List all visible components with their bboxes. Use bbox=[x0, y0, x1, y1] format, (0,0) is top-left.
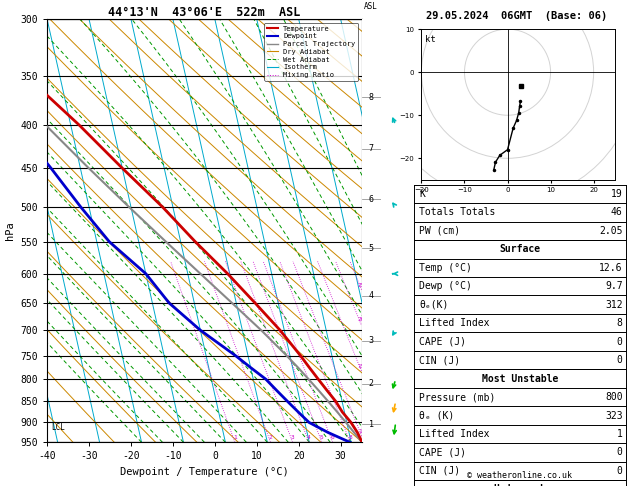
Text: 7: 7 bbox=[369, 144, 374, 154]
Text: Pressure (mb): Pressure (mb) bbox=[419, 392, 495, 402]
Text: 5: 5 bbox=[320, 435, 324, 440]
Legend: Temperature, Dewpoint, Parcel Trajectory, Dry Adiabat, Wet Adiabat, Isotherm, Mi: Temperature, Dewpoint, Parcel Trajectory… bbox=[264, 23, 358, 81]
Text: 4: 4 bbox=[307, 435, 311, 440]
Y-axis label: hPa: hPa bbox=[5, 222, 15, 240]
Text: 6: 6 bbox=[331, 435, 335, 440]
Text: 3: 3 bbox=[369, 336, 374, 345]
Text: Hodograph: Hodograph bbox=[493, 485, 547, 486]
Text: K: K bbox=[419, 189, 425, 199]
Text: 2: 2 bbox=[269, 435, 272, 440]
Text: 800: 800 bbox=[605, 392, 623, 402]
Text: kt: kt bbox=[425, 35, 436, 44]
Text: 20: 20 bbox=[357, 317, 365, 322]
Text: 323: 323 bbox=[605, 411, 623, 420]
Text: 25: 25 bbox=[358, 282, 365, 288]
Text: 29.05.2024  06GMT  (Base: 06): 29.05.2024 06GMT (Base: 06) bbox=[426, 11, 608, 21]
Text: LCL: LCL bbox=[52, 423, 65, 432]
Text: 8: 8 bbox=[369, 93, 374, 102]
Text: 0: 0 bbox=[617, 355, 623, 365]
Text: 9.7: 9.7 bbox=[605, 281, 623, 291]
X-axis label: Dewpoint / Temperature (°C): Dewpoint / Temperature (°C) bbox=[120, 467, 289, 477]
Text: 2.05: 2.05 bbox=[599, 226, 623, 236]
Text: Surface: Surface bbox=[499, 244, 540, 254]
Text: PW (cm): PW (cm) bbox=[419, 226, 460, 236]
Text: Lifted Index: Lifted Index bbox=[419, 318, 489, 328]
Text: CAPE (J): CAPE (J) bbox=[419, 448, 466, 457]
Text: © weatheronline.co.uk: © weatheronline.co.uk bbox=[467, 471, 572, 480]
Text: 2: 2 bbox=[369, 379, 374, 388]
Text: 10: 10 bbox=[358, 429, 365, 434]
Text: θₑ (K): θₑ (K) bbox=[419, 411, 454, 420]
Text: 3: 3 bbox=[291, 435, 294, 440]
Text: 46: 46 bbox=[611, 208, 623, 217]
Text: CIN (J): CIN (J) bbox=[419, 466, 460, 476]
Text: Dewp (°C): Dewp (°C) bbox=[419, 281, 472, 291]
Text: Most Unstable: Most Unstable bbox=[482, 374, 558, 383]
Text: 1: 1 bbox=[369, 420, 374, 429]
Text: Lifted Index: Lifted Index bbox=[419, 429, 489, 439]
Text: 15: 15 bbox=[357, 364, 365, 369]
Text: 8: 8 bbox=[348, 435, 352, 440]
Title: 44°13'N  43°06'E  522m  ASL: 44°13'N 43°06'E 522m ASL bbox=[108, 6, 301, 19]
Text: 1: 1 bbox=[617, 429, 623, 439]
Text: θₑ(K): θₑ(K) bbox=[419, 300, 448, 310]
Text: CAPE (J): CAPE (J) bbox=[419, 337, 466, 347]
Text: Totals Totals: Totals Totals bbox=[419, 208, 495, 217]
Text: CIN (J): CIN (J) bbox=[419, 355, 460, 365]
Text: km
ASL: km ASL bbox=[364, 0, 378, 11]
Text: 0: 0 bbox=[617, 337, 623, 347]
Text: 8: 8 bbox=[617, 318, 623, 328]
Text: 1: 1 bbox=[233, 435, 237, 440]
Text: 6: 6 bbox=[369, 195, 374, 204]
Text: 4: 4 bbox=[369, 291, 374, 300]
Text: 12.6: 12.6 bbox=[599, 263, 623, 273]
Text: 312: 312 bbox=[605, 300, 623, 310]
Text: 5: 5 bbox=[369, 244, 374, 253]
Text: 0: 0 bbox=[617, 448, 623, 457]
Text: 19: 19 bbox=[611, 189, 623, 199]
Text: 0: 0 bbox=[617, 466, 623, 476]
Text: Temp (°C): Temp (°C) bbox=[419, 263, 472, 273]
